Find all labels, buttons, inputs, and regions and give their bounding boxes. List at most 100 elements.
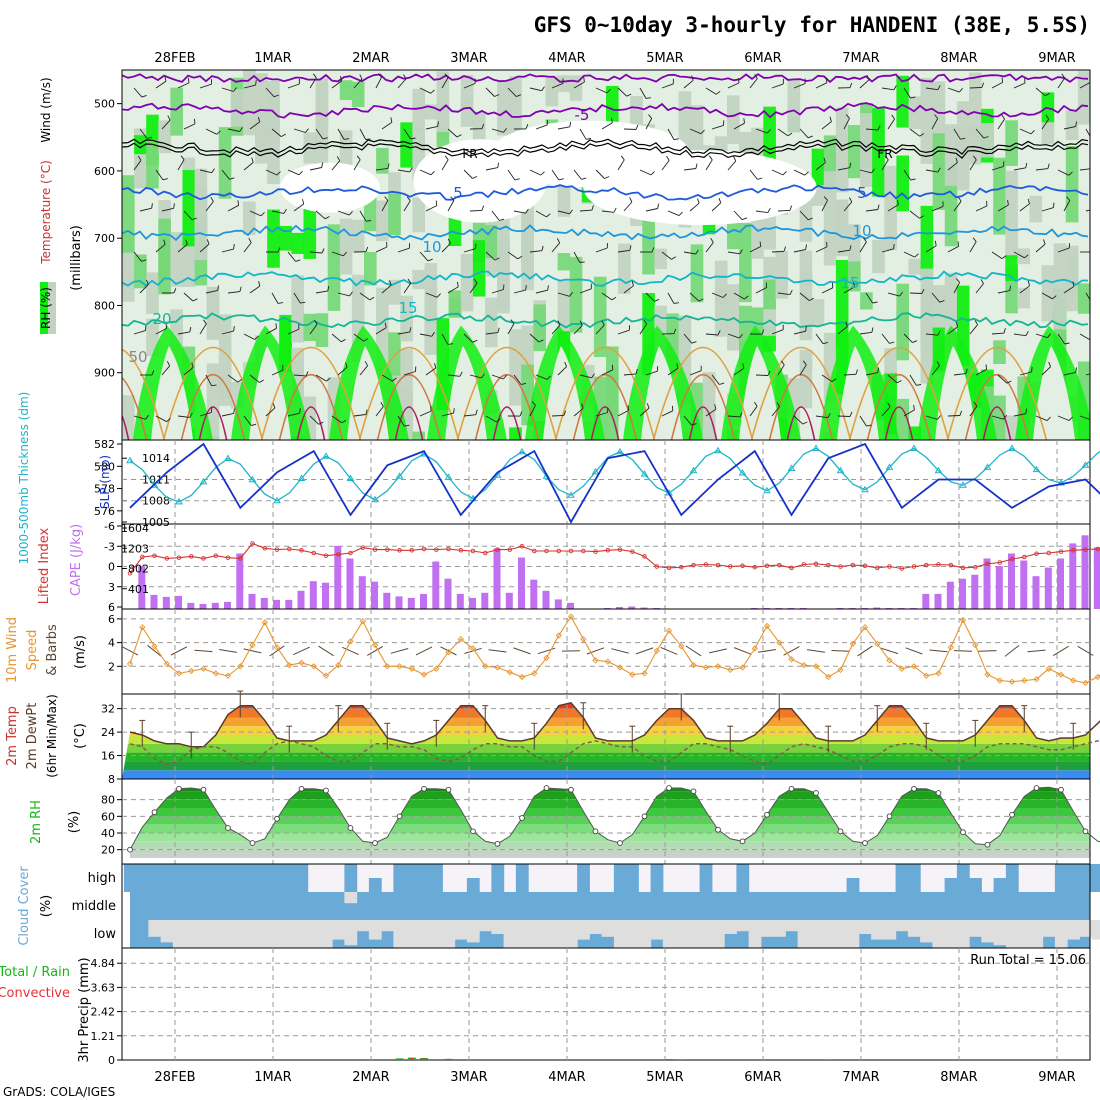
wind-barb xyxy=(1025,408,1028,414)
wind-barb xyxy=(356,155,361,160)
wind-barb xyxy=(339,75,343,82)
wind-barb xyxy=(771,250,785,253)
rh-cell xyxy=(1065,110,1079,141)
wind-barb xyxy=(406,196,411,202)
lifted-index-point xyxy=(336,552,341,557)
wind-barb xyxy=(141,94,147,98)
rh-cell xyxy=(1041,92,1055,123)
rh-cell xyxy=(182,170,196,247)
wind-barb xyxy=(557,366,567,376)
rh-cell xyxy=(908,96,922,130)
wind-barb xyxy=(191,217,197,221)
wind-barb xyxy=(133,160,142,171)
wind-barb xyxy=(799,128,809,139)
lifted-index-point xyxy=(789,565,794,571)
rh-cell xyxy=(799,353,813,409)
y-tick-label: 6 xyxy=(108,601,115,614)
wind-barb xyxy=(742,217,748,221)
dewpoint-line xyxy=(129,740,1100,766)
isotherm-line xyxy=(122,138,1089,155)
wind-barb xyxy=(309,77,317,89)
y-tick-label: 60 xyxy=(101,810,115,823)
wind-barb xyxy=(689,292,700,302)
wind-barb xyxy=(485,332,498,335)
wind-barb xyxy=(199,83,212,89)
cloud-gap-bar xyxy=(760,920,774,937)
wind-speed-point xyxy=(359,618,366,625)
panel-label: 2m Temp xyxy=(5,706,20,766)
rh-cell xyxy=(194,168,208,261)
lifted-index-point xyxy=(801,562,807,567)
wind-barb xyxy=(342,646,359,656)
cloud-gap-bar xyxy=(626,920,639,948)
wind-barb xyxy=(793,83,806,89)
rh-cell xyxy=(956,127,970,191)
wind-barb xyxy=(787,132,793,137)
wind-barb xyxy=(955,321,959,327)
cloud-high-bar xyxy=(577,864,590,892)
y-tick-label: 802 xyxy=(128,563,149,576)
wind-barb xyxy=(437,121,439,127)
cloud-high-bar xyxy=(430,864,443,892)
wind-barb xyxy=(1077,645,1094,656)
lifted-index-point xyxy=(617,547,623,552)
wind-barb xyxy=(972,237,977,242)
wind-barb xyxy=(529,87,542,92)
wind-barb xyxy=(991,165,1004,171)
wind-barb xyxy=(789,289,793,295)
cloud-high-bar xyxy=(969,878,982,892)
wind-barb xyxy=(475,243,477,249)
wind-barb xyxy=(755,210,768,214)
contour-label: 50 xyxy=(128,348,147,366)
contour-label: 10 xyxy=(852,222,871,240)
wind-barb xyxy=(447,374,460,377)
rh-point xyxy=(470,828,476,835)
bottom-date-label: 1MAR xyxy=(254,1070,291,1085)
wind-barb xyxy=(173,203,175,209)
wind-barb xyxy=(912,340,918,344)
wind-barb xyxy=(403,74,407,80)
wind-barb xyxy=(809,297,814,301)
wind-barb xyxy=(227,204,239,212)
wind-barb xyxy=(845,114,850,119)
cloud-gap-bar xyxy=(1030,920,1044,948)
temp-band xyxy=(122,761,1090,771)
wind-barb xyxy=(727,251,740,255)
warm-contour xyxy=(296,406,326,440)
wind-barb xyxy=(427,258,433,262)
cape-bar xyxy=(187,602,195,609)
y-tick-label: 1203 xyxy=(121,542,149,555)
wind-barb xyxy=(667,210,680,217)
cloud-gap-bar xyxy=(1054,920,1068,948)
wind-barb xyxy=(991,332,1005,335)
rh-cell xyxy=(351,219,365,253)
cloud-gap-bar xyxy=(650,920,664,940)
cape-bar xyxy=(346,558,354,609)
lifted-index-point xyxy=(691,562,696,568)
rh-point xyxy=(347,825,354,831)
wind-barb xyxy=(183,292,194,302)
lifted-index-point xyxy=(838,564,843,569)
wind-barb xyxy=(925,245,937,253)
wind-barb xyxy=(997,290,1010,294)
cloud-gap-bar xyxy=(185,920,198,948)
rh-cell xyxy=(279,225,292,251)
rh-cell xyxy=(412,197,425,233)
wind-barb xyxy=(380,401,384,407)
rh-cell xyxy=(775,250,788,299)
cape-bar xyxy=(1093,547,1100,609)
wind-barb xyxy=(705,87,717,95)
bottom-date-label: 2MAR xyxy=(352,1070,389,1085)
wind-barb xyxy=(733,210,743,221)
warm-contour xyxy=(358,346,460,440)
wind-barb xyxy=(275,323,277,329)
lifted-index-point xyxy=(470,548,476,554)
wind-barb xyxy=(513,210,526,214)
wind-speed-point xyxy=(751,645,758,652)
lifted-index-point xyxy=(924,562,929,568)
warm-contour xyxy=(652,346,754,440)
wind-barb xyxy=(343,251,347,257)
lifted-index-point xyxy=(348,550,353,556)
bottom-date-axis: 28FEB 1MAR 2MAR 3MAR 4MAR 5MAR 6MAR 7MAR 8MAR 9MA… xyxy=(154,1070,1075,1085)
lifted-index-point xyxy=(875,565,880,571)
